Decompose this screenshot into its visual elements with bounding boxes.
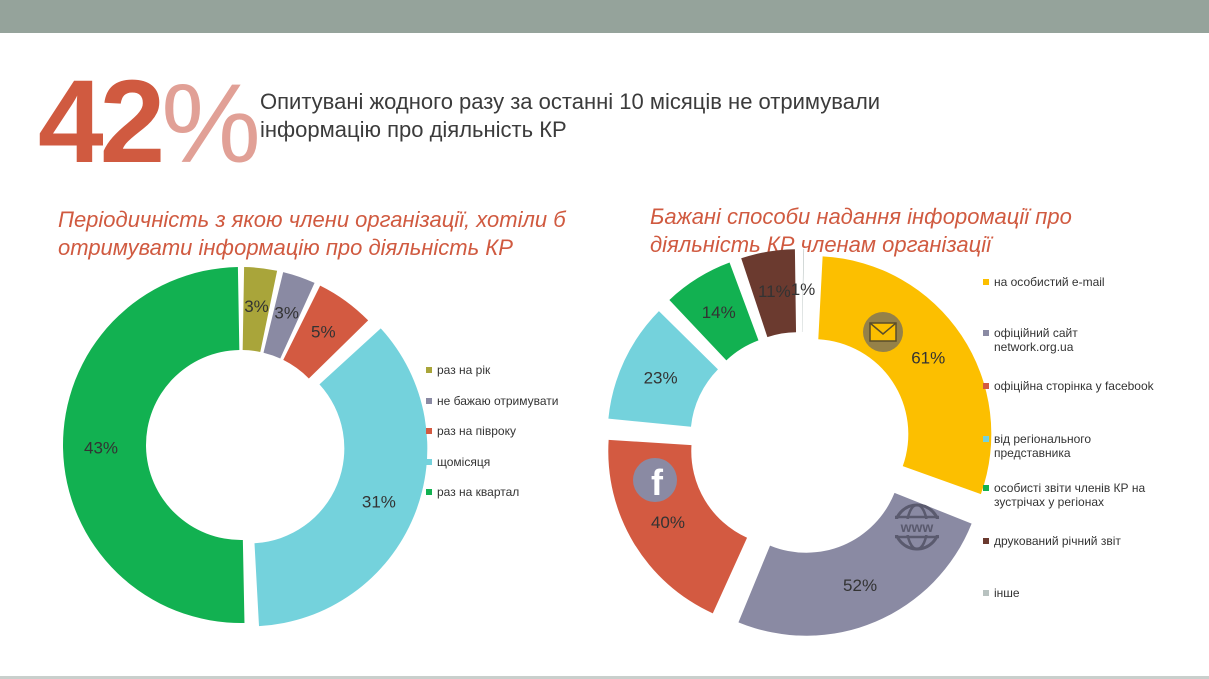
slice-label-right-4: 14% bbox=[702, 303, 736, 322]
chart-title-left: Періодичність з якою члени організації, … bbox=[58, 207, 566, 260]
big-stat-percent-sign: % bbox=[161, 61, 261, 186]
legend-item-right-6: інше bbox=[983, 586, 1158, 600]
slice-left-3 bbox=[254, 328, 428, 627]
slice-right-0 bbox=[818, 256, 992, 495]
legend-swatch bbox=[983, 279, 989, 285]
slice-left-0 bbox=[242, 267, 278, 352]
legend-swatch bbox=[426, 397, 432, 404]
legend-swatch bbox=[426, 458, 432, 465]
legend-label: друкований річний звіт bbox=[994, 534, 1121, 548]
legend-swatch bbox=[983, 538, 989, 544]
legend-swatch bbox=[983, 436, 989, 442]
slice-left-2 bbox=[283, 285, 369, 379]
slice-label-right-3: 23% bbox=[644, 369, 678, 388]
legend-label: офіційна сторінка у facebook bbox=[994, 379, 1154, 393]
slice-label-right-6: 1% bbox=[791, 280, 816, 299]
legend-label: інше bbox=[994, 586, 1020, 600]
legend-swatch bbox=[983, 383, 989, 389]
globe-www-icon: www bbox=[892, 503, 942, 551]
legend-swatch bbox=[983, 330, 989, 336]
slice-label-left-4: 43% bbox=[84, 439, 118, 458]
legend-label: раз на рік bbox=[437, 363, 491, 377]
legend-swatch bbox=[983, 590, 989, 596]
legend-label: офіційний сайт network.org.ua bbox=[994, 326, 1078, 354]
top-bar bbox=[0, 0, 1209, 33]
slice-left-4 bbox=[62, 267, 245, 623]
headline: Опитувані жодного разу за останні 10 міс… bbox=[260, 89, 881, 142]
legend-item-right-1: офіційний сайт network.org.ua bbox=[983, 326, 1158, 354]
legend-item-left-4: раз на квартал bbox=[426, 485, 601, 499]
donut-chart-left: 3% 3% 5% 31% 43% bbox=[62, 267, 428, 627]
legend-label: раз на півроку bbox=[437, 424, 516, 438]
legend-item-right-4: особисті звіти членів КР на зустрічах у … bbox=[983, 481, 1158, 509]
big-stat: 42% bbox=[38, 62, 261, 184]
svg-text:www: www bbox=[900, 519, 934, 535]
legend-label: на особистий e-mail bbox=[994, 275, 1105, 289]
legend-item-left-2: раз на півроку bbox=[426, 424, 601, 438]
legend-label: раз на квартал bbox=[437, 485, 520, 499]
slice-left-1 bbox=[263, 272, 315, 359]
slice-label-left-0: 3% bbox=[244, 297, 269, 316]
legend-swatch bbox=[426, 428, 432, 434]
facebook-icon: f bbox=[633, 458, 677, 503]
svg-text:f: f bbox=[651, 462, 664, 503]
legend-item-left-3: щомісяця bbox=[426, 455, 601, 469]
chart-title-right: Бажані способи надання інфоромації про д… bbox=[650, 204, 1072, 257]
slice-right-3 bbox=[608, 311, 718, 427]
legend-item-right-0: на особистий e-mail bbox=[983, 275, 1158, 289]
slice-right-4 bbox=[669, 262, 759, 361]
slice-label-left-1: 3% bbox=[274, 304, 299, 323]
legend-label: щомісяця bbox=[437, 454, 491, 469]
slice-label-right-5: 11% bbox=[758, 282, 791, 301]
bottom-line bbox=[0, 676, 1209, 679]
slice-right-5 bbox=[741, 249, 797, 338]
legend-item-right-5: друкований річний звіт bbox=[983, 534, 1158, 548]
legend-swatch bbox=[426, 367, 432, 373]
envelope-icon bbox=[863, 312, 903, 352]
legend-swatch bbox=[983, 485, 989, 491]
slice-label-right-1: 52% bbox=[843, 576, 877, 595]
legend-label: особисті звіти членів КР на зустрічах у … bbox=[994, 481, 1146, 509]
slice-right-6 bbox=[801, 249, 805, 333]
legend-label: від регіонального представника bbox=[994, 432, 1092, 460]
legend-label: не бажаю отримувати bbox=[437, 393, 559, 408]
big-stat-value: 42 bbox=[38, 56, 165, 188]
slice-label-left-2: 5% bbox=[311, 323, 336, 342]
legend-swatch bbox=[426, 489, 432, 495]
legend-item-left-0: раз на рік bbox=[426, 363, 601, 377]
slice-label-right-0: 61% bbox=[911, 349, 945, 368]
legend-item-right-2: офіційна сторінка у facebook bbox=[983, 379, 1158, 393]
donut-chart-right: 61% 52% 40% 23% 14% 11% 1% bbox=[608, 249, 992, 636]
legend-item-left-1: не бажаю отримувати bbox=[426, 394, 601, 408]
slice-label-left-3: 31% bbox=[362, 492, 396, 511]
slice-label-right-2: 40% bbox=[651, 513, 685, 532]
legend-item-right-3: від регіонального представника bbox=[983, 432, 1158, 460]
